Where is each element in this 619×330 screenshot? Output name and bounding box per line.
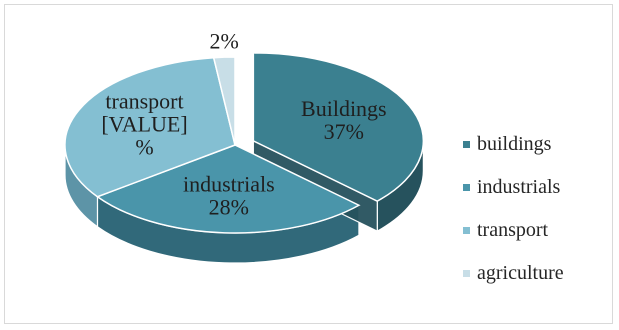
legend-item-agriculture: agriculture — [463, 252, 564, 295]
slice-label-agriculture: 2% — [209, 28, 238, 53]
pie-slice-buildings — [252, 52, 425, 202]
pie-chart: Buildings 37% industrials 28% transport [VALU… — [64, 28, 425, 264]
slice-label-transport: transport [VALUE]% — [101, 89, 187, 160]
legend: buildings industrials transport agricult… — [463, 123, 564, 295]
legend-swatch-industrials — [463, 184, 470, 191]
legend-swatch-agriculture — [463, 270, 470, 277]
legend-label-industrials: industrials — [477, 176, 561, 198]
legend-swatch-transport — [463, 227, 470, 234]
legend-label-transport: transport — [477, 219, 549, 241]
pie-labels: Buildings 37% industrials 28% transport [VALU… — [101, 28, 386, 219]
slice-label-buildings: Buildings 37% — [301, 96, 387, 144]
legend-item-buildings: buildings — [463, 123, 564, 166]
chart-frame: Buildings 37% industrials 28% transport [VALU… — [4, 4, 613, 324]
pie-slice-transport — [64, 56, 236, 198]
legend-item-industrials: industrials — [463, 166, 564, 209]
legend-label-buildings: buildings — [477, 133, 552, 155]
pie-tops — [64, 52, 425, 234]
slice-label-industrials: industrials 28% — [183, 171, 275, 219]
pie-slice-industrials — [95, 144, 361, 234]
legend-swatch-buildings — [463, 141, 470, 148]
legend-label-agriculture: agriculture — [477, 262, 564, 284]
legend-item-transport: transport — [463, 209, 564, 252]
pie-slice-agriculture — [212, 56, 236, 146]
